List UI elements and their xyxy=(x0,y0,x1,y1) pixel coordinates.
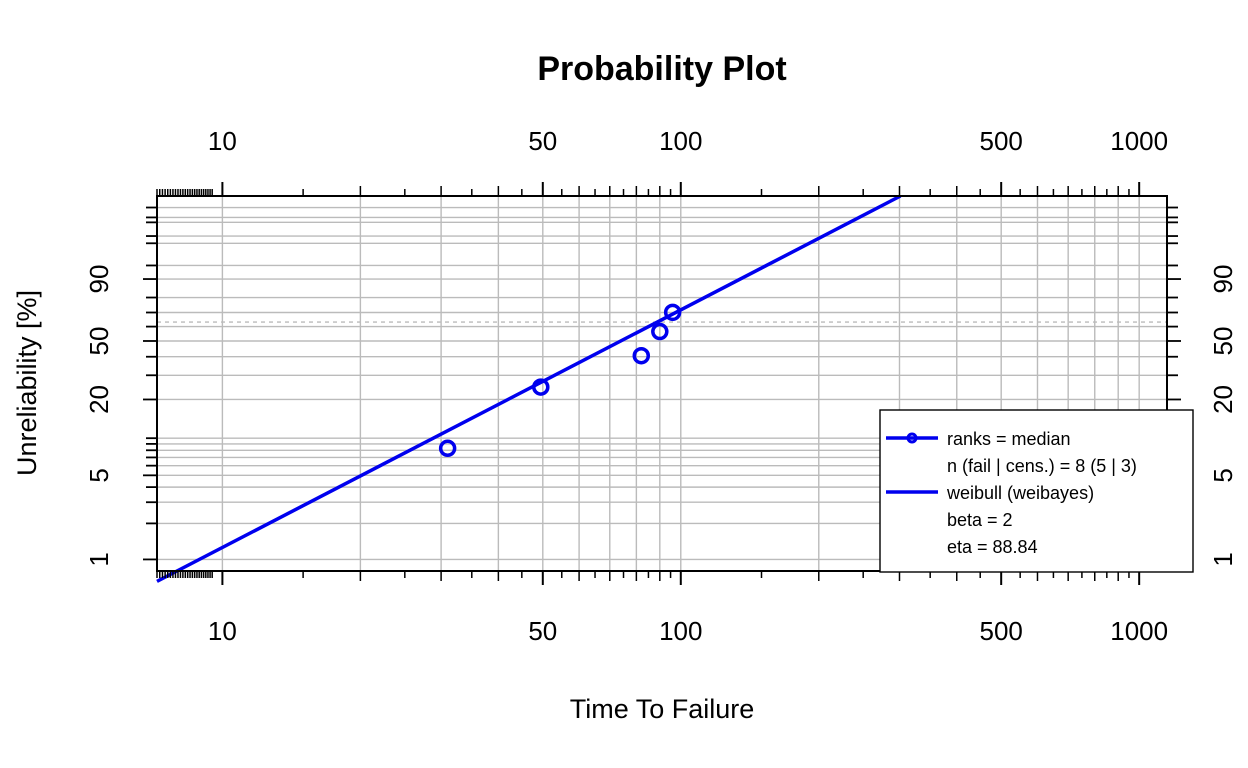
y-tick-label: 50 xyxy=(1208,327,1238,356)
axis-ticks: 10 50 100 500 1000 10 50 100 500 1000 1 5 20 50 90 1 5 20… xyxy=(84,126,1238,646)
legend-entry-text: ranks = median xyxy=(947,429,1071,449)
y-tick-label: 5 xyxy=(1208,468,1238,482)
x-tick-label: 100 xyxy=(659,126,702,156)
y-tick-label: 50 xyxy=(84,327,114,356)
data-point xyxy=(632,346,651,365)
data-point xyxy=(663,303,682,322)
y-tick-label: 1 xyxy=(1208,552,1238,566)
x-tick-label: 1000 xyxy=(1110,126,1168,156)
y-tick-label: 90 xyxy=(84,265,114,294)
x-tick-label: 50 xyxy=(528,126,557,156)
x-tick-label: 1000 xyxy=(1110,616,1168,646)
weibull-fit-line xyxy=(156,194,902,583)
series xyxy=(156,194,902,583)
x-tick-label: 100 xyxy=(659,616,702,646)
legend-entry-text: eta = 88.84 xyxy=(947,537,1038,557)
x-tick-label: 500 xyxy=(979,616,1022,646)
data-point xyxy=(532,378,550,396)
x-tick-label: 500 xyxy=(979,126,1022,156)
plot-frame xyxy=(156,195,1168,572)
y-axis-label: Unreliability [%] xyxy=(12,290,42,476)
x-tick-label: 10 xyxy=(208,616,237,646)
legend-entry-text: n (fail | cens.) = 8 (5 | 3) xyxy=(947,456,1137,476)
legend: ranks = median n (fail | cens.) = 8 (5 | … xyxy=(879,409,1194,573)
legend-marker-swatch xyxy=(906,432,918,444)
y-tick-label: 20 xyxy=(1208,385,1238,414)
data-point xyxy=(438,439,457,458)
chart-title: Probability Plot xyxy=(537,50,786,88)
x-axis-label: Time To Failure xyxy=(570,694,755,724)
data-point xyxy=(651,322,669,341)
y-tick-label: 5 xyxy=(84,468,114,482)
y-tick-label: 1 xyxy=(84,552,114,566)
x-tick-label: 10 xyxy=(208,126,237,156)
legend-entry-text: weibull (weibayes) xyxy=(946,483,1094,503)
legend-entry-text: beta = 2 xyxy=(947,510,1013,530)
y-tick-label: 20 xyxy=(84,385,114,414)
x-tick-label: 50 xyxy=(528,616,557,646)
y-tick-label: 90 xyxy=(1208,265,1238,294)
